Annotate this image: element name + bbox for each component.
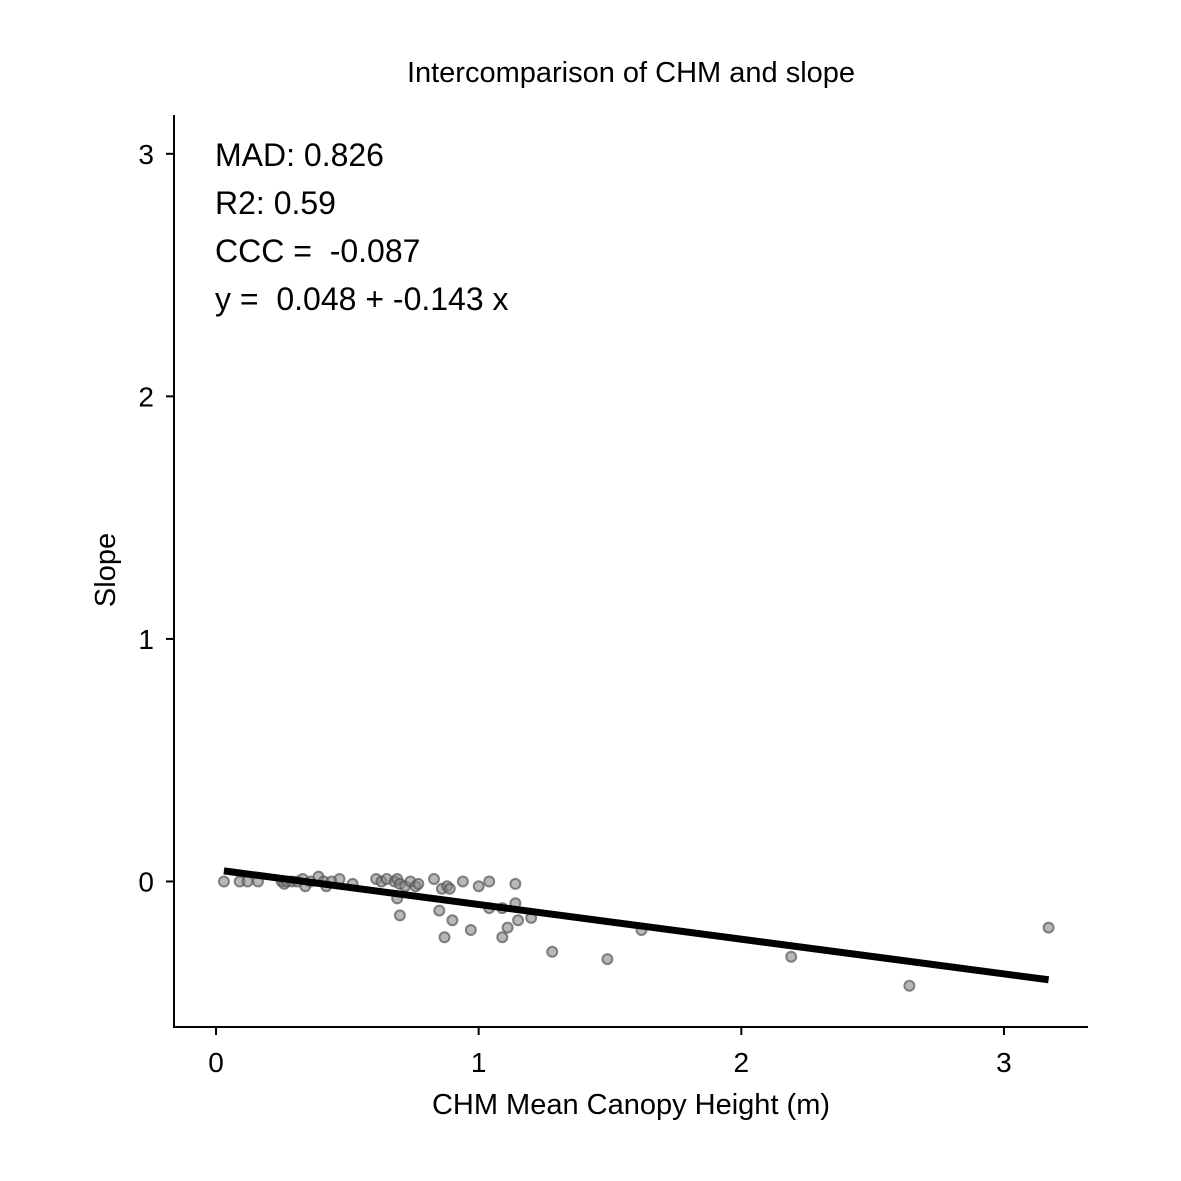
- y-tick-label: 1: [138, 624, 154, 655]
- annotation-ccc: CCC = -0.087: [215, 233, 420, 269]
- stats-annotations: MAD: 0.826 R2: 0.59 CCC = -0.087 y = 0.0…: [215, 137, 509, 317]
- data-point: [438, 931, 451, 944]
- data-point: [456, 875, 469, 888]
- data-point: [903, 979, 916, 992]
- chart-title: Intercomparison of CHM and slope: [407, 57, 855, 89]
- x-axis-label: CHM Mean Canopy Height (m): [432, 1089, 830, 1121]
- data-point: [241, 875, 254, 888]
- x-tick-label: 1: [471, 1047, 487, 1078]
- data-point: [393, 909, 406, 922]
- data-point: [472, 880, 485, 893]
- x-tick-label: 0: [208, 1047, 224, 1078]
- data-point: [428, 873, 440, 885]
- regression-line: [223, 867, 1050, 984]
- y-tick-label: 3: [138, 139, 154, 170]
- data-point: [1042, 921, 1055, 934]
- data-point: [512, 914, 525, 927]
- data-point: [483, 875, 496, 888]
- data-point: [464, 924, 477, 936]
- data-point: [412, 877, 425, 890]
- annotation-equation: y = 0.048 + -0.143 x: [215, 281, 509, 317]
- x-tick-label: 2: [734, 1047, 750, 1078]
- data-point: [443, 882, 456, 895]
- y-axis-label: Slope: [90, 533, 122, 607]
- data-point: [501, 921, 514, 934]
- annotation-mad: MAD: 0.826: [215, 137, 384, 173]
- data-point: [546, 945, 559, 958]
- annotation-r2: R2: 0.59: [215, 185, 336, 221]
- data-point: [433, 904, 446, 917]
- data-point: [496, 931, 509, 944]
- data-point: [217, 875, 230, 888]
- y-tick-label: 0: [138, 866, 154, 897]
- y-ticks: 0 1 2 3: [138, 139, 174, 897]
- data-point: [446, 914, 459, 927]
- x-tick-label: 3: [996, 1047, 1012, 1078]
- plot-area: [217, 867, 1055, 992]
- data-point: [601, 953, 614, 966]
- y-tick-label: 2: [138, 381, 154, 412]
- x-ticks: 0 1 2 3: [208, 1027, 1012, 1078]
- data-point: [509, 877, 522, 890]
- data-point: [785, 950, 798, 963]
